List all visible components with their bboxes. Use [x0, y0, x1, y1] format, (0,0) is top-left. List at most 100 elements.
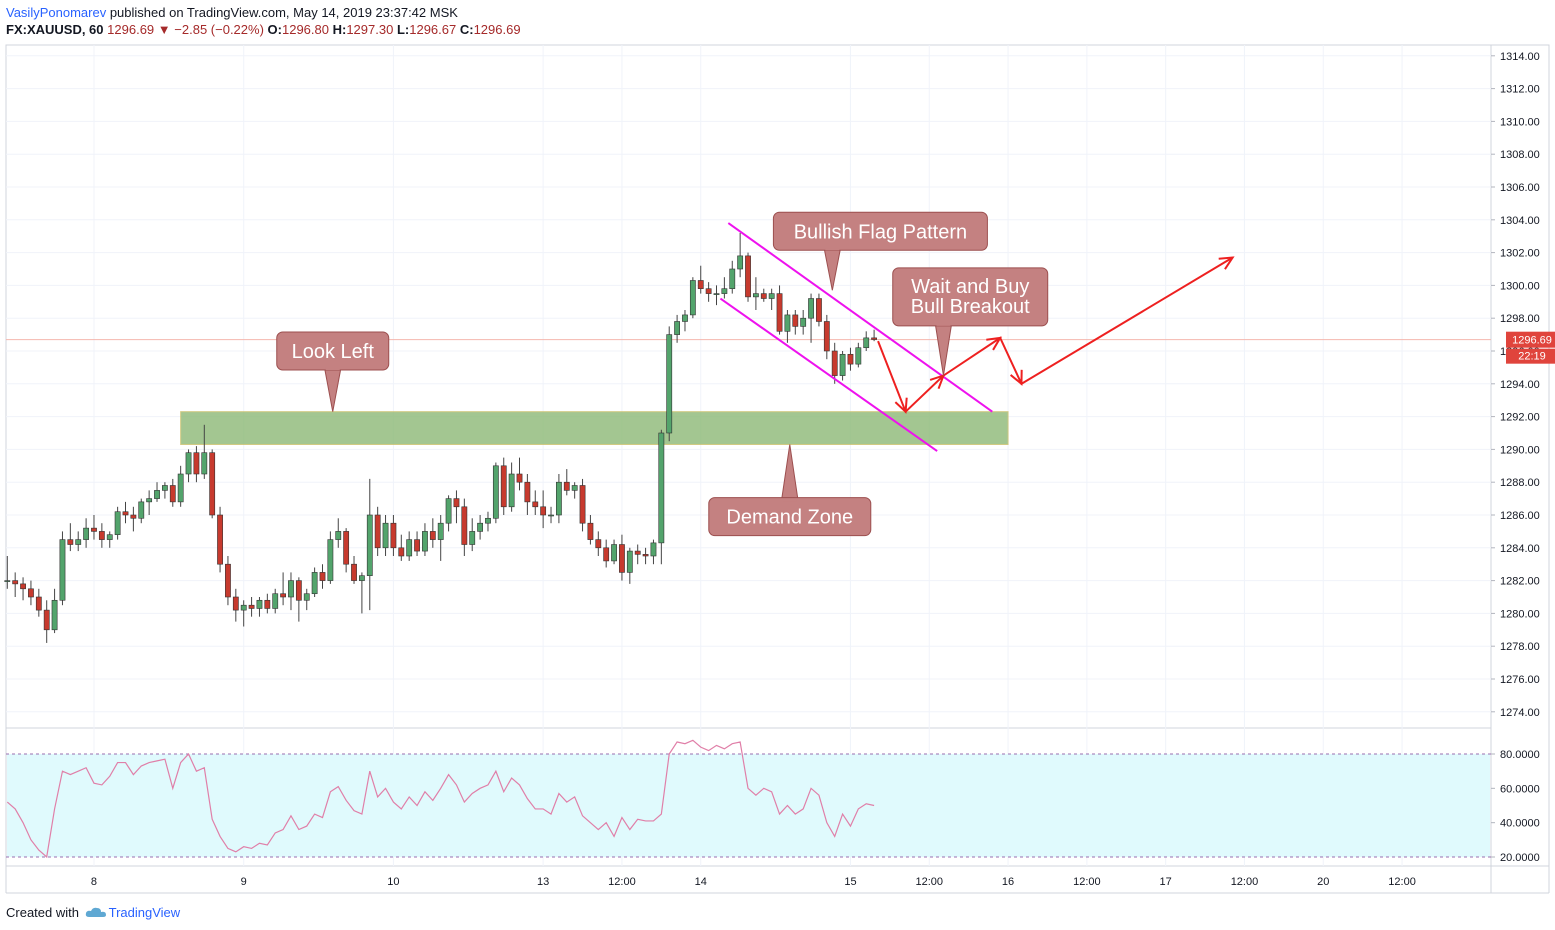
candle-down: [429, 531, 436, 540]
price-tick-label: 1286.00: [1500, 510, 1540, 522]
candle-down: [776, 293, 783, 332]
candle-down: [603, 547, 610, 562]
candle-up: [51, 599, 58, 631]
time-tick-label: 12:00: [1231, 876, 1259, 888]
candle-up: [555, 481, 562, 516]
price-tick-label: 1312.00: [1500, 84, 1540, 96]
price-tick-label: 1276.00: [1500, 674, 1540, 686]
price-change: −2.85 (−0.22%): [174, 22, 264, 37]
callout-text: Bullish Flag Pattern: [794, 221, 967, 243]
price-tick-label: 1304.00: [1500, 215, 1540, 227]
candle-up: [752, 293, 759, 298]
candle-up: [185, 452, 192, 475]
projection-arrowhead: [1009, 369, 1023, 386]
rsi-band: [7, 754, 1490, 857]
candle-down: [516, 473, 523, 483]
tradingview-brand-link[interactable]: TradingView: [108, 905, 181, 920]
candle-down: [619, 544, 625, 573]
candle-down: [697, 280, 704, 289]
candle-up: [177, 473, 184, 503]
price-tick-label: 1306.00: [1500, 182, 1540, 194]
candle-down: [20, 583, 26, 590]
time-tick-label: 12:00: [608, 876, 636, 888]
candle-up: [4, 580, 11, 582]
flag-channel-upper: [727, 222, 993, 413]
candle-up: [611, 544, 617, 562]
price-tick-label: 1280.00: [1500, 608, 1540, 620]
candle-up: [114, 511, 121, 535]
callout-bullish-flag: Bullish Flag Pattern: [772, 211, 988, 291]
candle-up: [721, 288, 728, 294]
candle-up: [808, 298, 814, 319]
callout-text: Demand Zone: [726, 507, 853, 529]
candle-up: [366, 514, 373, 576]
price-tick-label: 1294.00: [1500, 379, 1540, 391]
price-tick-label: 1274.00: [1500, 707, 1540, 719]
time-tick-label: 10: [387, 876, 399, 888]
candle-up: [162, 485, 168, 491]
projection-path: [877, 256, 1234, 414]
callout-box: [892, 267, 1049, 327]
candle-down: [351, 563, 357, 581]
candle-up: [437, 522, 444, 540]
candle-down: [248, 604, 255, 609]
price-tick-label: 1308.00: [1500, 149, 1540, 161]
time-tick-label: 15: [844, 876, 856, 888]
candle-down: [847, 353, 854, 365]
low-label: L:: [396, 22, 410, 37]
time-tick-label: 8: [91, 876, 97, 888]
candle-up: [768, 293, 775, 299]
candle-down: [43, 609, 50, 631]
rsi-tick-label: 80.0000: [1500, 749, 1540, 761]
price-tick-label: 1310.00: [1500, 116, 1540, 128]
candle-down: [760, 293, 767, 299]
rsi-tick-label: 20.0000: [1500, 852, 1540, 864]
candle-down: [816, 298, 822, 322]
countdown-tag: [1506, 348, 1555, 364]
candle-up: [146, 498, 153, 503]
close-value: 1296.69: [473, 22, 521, 37]
candle-down: [122, 511, 129, 516]
candle-up: [492, 465, 499, 519]
candle-up: [382, 522, 389, 549]
candle-down: [67, 539, 74, 545]
publish-info: published on TradingView.com, May 14, 20…: [109, 5, 458, 20]
last-price: 1296.69: [107, 22, 155, 37]
candle-down: [705, 288, 712, 294]
candle-up: [256, 599, 263, 609]
callout-joint: [825, 247, 840, 251]
candle-up: [784, 314, 791, 332]
candle-down: [398, 547, 405, 557]
time-tick-label: 12:00: [1073, 876, 1101, 888]
open-value: 1296.80: [281, 22, 329, 37]
rsi-line: [6, 739, 875, 859]
price-tick-label: 1282.00: [1500, 576, 1540, 588]
time-tick-label: 13: [537, 876, 549, 888]
candle-down: [524, 481, 531, 503]
candle-down: [461, 506, 468, 545]
author-link[interactable]: VasilyPonomarev: [6, 5, 107, 20]
candle-up: [800, 317, 807, 327]
price-tick-label: 1278.00: [1500, 641, 1540, 653]
candle-down: [209, 452, 216, 516]
created-with-label: Created with: [6, 905, 79, 920]
rsi-tick-label: 60.0000: [1500, 783, 1540, 795]
candle-down: [35, 596, 42, 611]
down-triangle-icon: ▼: [157, 22, 171, 37]
candle-down: [91, 527, 97, 532]
candle-up: [713, 293, 720, 295]
callout-text: Wait and Buy: [911, 276, 1029, 298]
high-value: 1297.30: [346, 22, 394, 37]
time-tick-label: 12:00: [1388, 876, 1416, 888]
price-chart[interactable]: 1314.00 1312.00 1310.00 1308.00 1306.00 1304.…: [0, 0, 1555, 900]
symbol-label[interactable]: FX:XAUUSD, 60: [6, 22, 104, 37]
callout-text: Look Left: [292, 341, 375, 363]
candle-down: [595, 539, 602, 549]
projection-arrowhead: [894, 397, 908, 414]
candle-up: [658, 432, 665, 544]
candle-up: [358, 575, 365, 581]
candle-up: [288, 580, 294, 598]
candle-down: [98, 531, 105, 540]
candle-down: [453, 498, 460, 508]
price-pane: [5, 44, 1492, 729]
